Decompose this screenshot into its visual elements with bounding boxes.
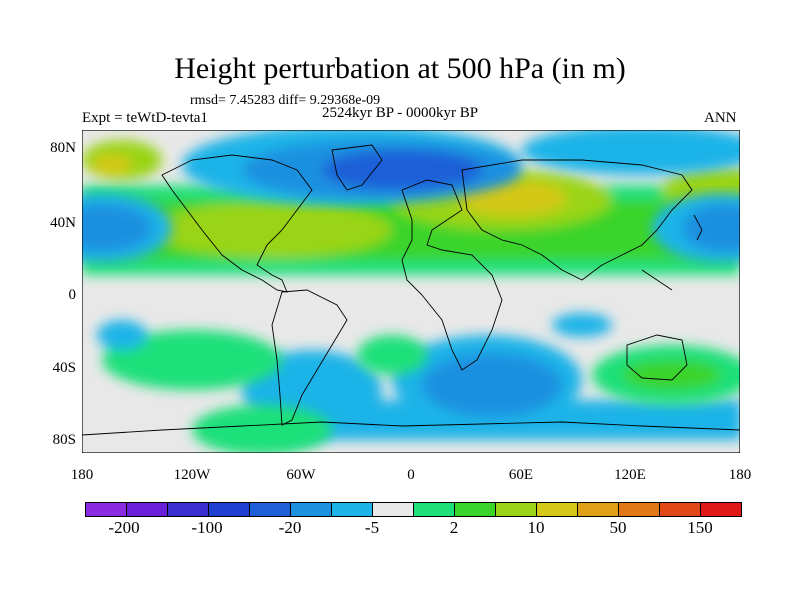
colorbar-box [577,502,619,517]
colorbar-box [290,502,332,517]
arctic-low [182,130,740,205]
colorbar-box [495,502,537,517]
period-label: 2524kyr BP - 0000kyr BP [322,105,479,121]
lat-label-40s: 40S [52,360,76,376]
colorbar-label: 50 [609,518,627,537]
colorbar-box [659,502,701,517]
colorbar-box [167,502,209,517]
lon-label-180w: 180 [70,467,94,483]
colorbar-box [700,502,742,517]
colorbar-label: 2 [449,518,459,537]
colorbar-label: 150 [687,518,713,537]
colorbar-box [413,502,455,517]
lat-label-40n: 40N [50,215,76,231]
stats-text: rmsd= 7.45283 diff= 9.29368e-09 [190,93,381,108]
colorbar-label: -5 [364,518,380,537]
southern-green-patches [97,313,740,453]
pacific-low [82,193,740,263]
lat-label-eq: 0 [68,287,77,303]
colorbar-label: -20 [278,518,302,537]
southern-lows [242,335,740,440]
lon-label-0: 0 [407,467,415,483]
colorbar-label: -100 [191,518,223,537]
plot-title: Height perturbation at 500 hPa (in m) [174,52,626,85]
map-panel [82,130,740,453]
colorbar-box [85,502,127,517]
season-label: ANN [704,110,737,126]
colorbar-box [454,502,496,517]
lon-label-120e: 120E [614,467,646,483]
colorbar-label: -200 [108,518,140,537]
colorbar-box [618,502,660,517]
colorbar-label: 10 [527,518,545,537]
colorbar-box [372,502,414,517]
lon-label-120w: 120W [173,467,211,483]
colorbar-box [126,502,168,517]
lat-label-80s: 80S [52,432,76,448]
lon-label-60e: 60E [508,467,534,483]
colorbar-box [331,502,373,517]
colorbar-box [249,502,291,517]
lat-label-80n: 80N [50,140,76,156]
coastlines [82,144,740,436]
colorbar-box [536,502,578,517]
colorbar-box [208,502,250,517]
lon-label-180e: 180 [728,467,752,483]
lon-label-60w: 60W [286,467,316,483]
experiment-label: Expt = teWtD-tevta1 [82,110,208,126]
map-canvas [82,130,740,453]
